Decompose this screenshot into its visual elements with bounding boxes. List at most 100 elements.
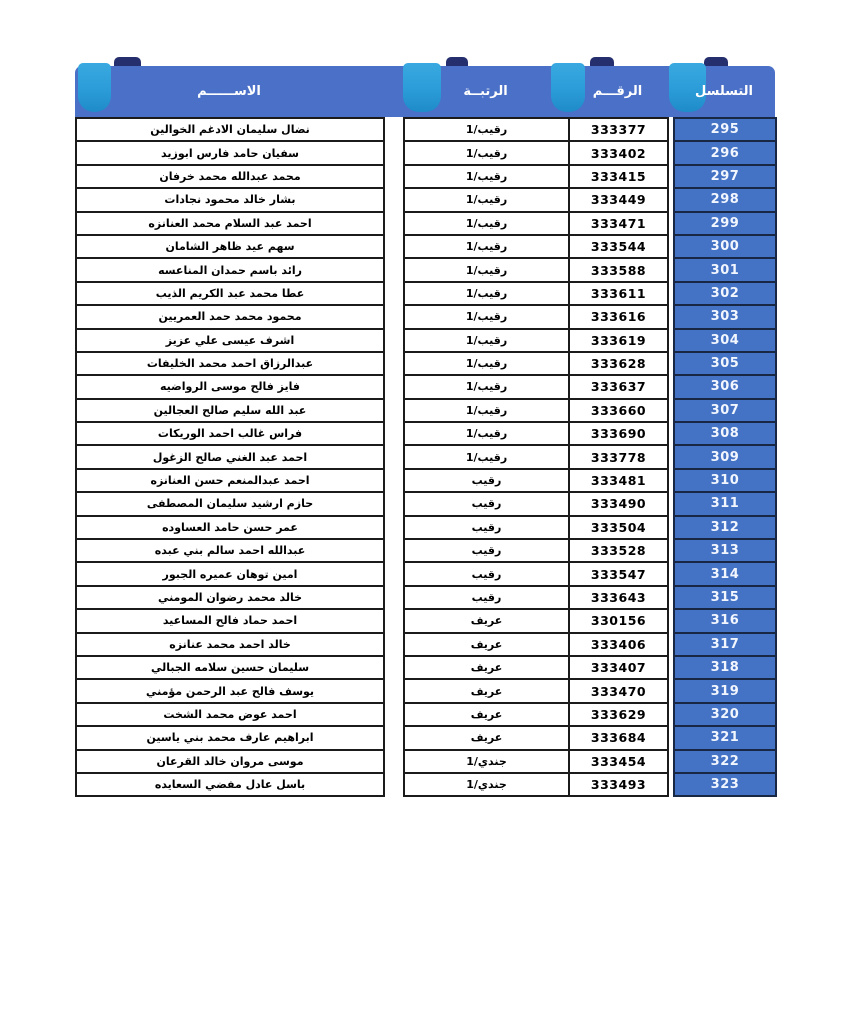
spacer-cell [384, 609, 404, 632]
name-cell: احمد حماد فالح المساعيد [75, 608, 385, 634]
serial-cell: 315 [673, 584, 777, 611]
rank-cell: رقيب [403, 561, 570, 587]
name-cell: عمر حسن حامد العساوده [75, 514, 385, 541]
name-cell: عبدالرزاق احمد محمد الخليفات [75, 350, 385, 377]
name-cell: ابراهيم عارف محمد بني ياسين [75, 725, 385, 751]
serial-cell: 317 [673, 631, 777, 658]
rank-cell: رقيب/1 [403, 421, 570, 447]
name-cell: اشرف عيسى علي عزيز [75, 327, 385, 353]
serial-cell: 320 [673, 701, 777, 728]
number-cell: 333547 [568, 561, 669, 587]
serial-cell: 297 [673, 163, 777, 190]
rank-cell: رقيب/1 [403, 374, 570, 400]
table-row: عبدالرزاق احمد محمد الخليفات رقيب/1 333628… [75, 350, 777, 377]
rank-cell: رقيب/1 [403, 163, 570, 190]
spacer-cell [384, 679, 404, 702]
name-cell: احمد عبد الغني صالح الزغول [75, 444, 385, 470]
name-cell: باسل عادل مفضي السعايده [75, 771, 385, 798]
rank-cell: رقيب [403, 467, 570, 494]
number-cell: 333528 [568, 538, 669, 564]
name-cell: بشار خالد محمود نجادات [75, 187, 385, 213]
number-cell: 333454 [568, 748, 669, 774]
column-header-rank: الرتبــة [463, 84, 508, 99]
serial-cell: 303 [673, 304, 777, 330]
number-cell: 333470 [568, 678, 669, 704]
serial-cell: 321 [673, 725, 777, 751]
table-row: عبدالله احمد سالم بني عبده رقيب 333528 313 [75, 538, 777, 564]
name-cell: رائد باسم حمدان المناعسه [75, 257, 385, 283]
serial-cell: 310 [673, 467, 777, 494]
header-tongue-ornament [403, 63, 441, 112]
number-cell: 333588 [568, 257, 669, 283]
table-row: موسى مروان خالد القرعان جندي/1 333454 322 [75, 748, 777, 774]
serial-cell: 318 [673, 654, 777, 681]
rank-cell: عريف [403, 608, 570, 634]
number-cell: 333690 [568, 421, 669, 447]
serial-cell: 298 [673, 187, 777, 213]
rank-cell: رقيب/1 [403, 327, 570, 353]
spacer-cell [384, 750, 404, 773]
rank-cell: رقيب [403, 491, 570, 517]
number-cell: 333493 [568, 771, 669, 798]
serial-cell: 306 [673, 374, 777, 400]
rank-cell: عريف [403, 631, 570, 658]
number-cell: 330156 [568, 608, 669, 634]
spacer-cell [384, 469, 404, 492]
rank-cell: رقيب/1 [403, 210, 570, 236]
serial-cell: 311 [673, 491, 777, 517]
number-cell: 333490 [568, 491, 669, 517]
table-row: فراس غالب احمد الوريكات رقيب/1 333690 308 [75, 421, 777, 447]
table-row: سليمان حسين سلامه الجبالي عريف 333407 318 [75, 654, 777, 681]
serial-cell: 302 [673, 280, 777, 307]
name-cell: احمد عبدالمنعم حسن العنانزه [75, 467, 385, 494]
number-cell: 333778 [568, 444, 669, 470]
spacer-cell [384, 539, 404, 562]
spacer-cell [384, 212, 404, 235]
table-row: امين توهان عميره الجبور رقيب 333547 314 [75, 561, 777, 587]
table-row: ابراهيم عارف محمد بني ياسين عريف 333684 321 [75, 725, 777, 751]
spacer-cell [384, 235, 404, 258]
number-cell: 333544 [568, 233, 669, 260]
name-cell: موسى مروان خالد القرعان [75, 748, 385, 774]
number-cell: 333471 [568, 210, 669, 236]
name-cell: محمود محمد حمد العمريين [75, 304, 385, 330]
rank-cell: رقيب/1 [403, 397, 570, 424]
roster-table: نضال سليمان الادغم الخوالين رقيب/1 333377 2… [75, 116, 777, 798]
spacer-cell [384, 633, 404, 656]
rank-cell: جندي/1 [403, 771, 570, 798]
rank-cell: رقيب/1 [403, 233, 570, 260]
table-row: خالد محمد رضوان المومني رقيب 333643 315 [75, 584, 777, 611]
table-row: احمد حماد فالح المساعيد عريف 330156 316 [75, 608, 777, 634]
name-cell: خالد احمد محمد عنانزه [75, 631, 385, 658]
name-cell: عبدالله احمد سالم بني عبده [75, 538, 385, 564]
table-row: احمد عوض محمد الشخت عريف 333629 320 [75, 701, 777, 728]
table-row: محمود محمد حمد العمريين رقيب/1 333616 303 [75, 304, 777, 330]
column-header-serial: التسلسل [695, 84, 754, 99]
rank-cell: رقيب/1 [403, 140, 570, 166]
spacer-cell [384, 492, 404, 515]
serial-cell: 308 [673, 421, 777, 447]
spacer-cell [384, 118, 404, 141]
table-row: احمد عبد الغني صالح الزغول رقيب/1 333778 30… [75, 444, 777, 470]
table-body: نضال سليمان الادغم الخوالين رقيب/1 333377 2… [75, 116, 777, 798]
serial-cell: 312 [673, 514, 777, 541]
rank-cell: رقيب [403, 538, 570, 564]
table-row: اشرف عيسى علي عزيز رقيب/1 333619 304 [75, 327, 777, 353]
spacer-cell [384, 352, 404, 375]
serial-cell: 316 [673, 608, 777, 634]
rank-cell: رقيب/1 [403, 304, 570, 330]
rank-cell: عريف [403, 701, 570, 728]
rank-cell: عريف [403, 725, 570, 751]
name-cell: امين توهان عميره الجبور [75, 561, 385, 587]
serial-cell: 304 [673, 327, 777, 353]
number-cell: 333402 [568, 140, 669, 166]
serial-cell: 299 [673, 210, 777, 236]
spacer-cell [384, 656, 404, 679]
number-cell: 333628 [568, 350, 669, 377]
number-cell: 333407 [568, 654, 669, 681]
spacer-cell [384, 258, 404, 281]
table-row: بشار خالد محمود نجادات رقيب/1 333449 298 [75, 187, 777, 213]
serial-cell: 305 [673, 350, 777, 377]
table-row: رائد باسم حمدان المناعسه رقيب/1 333588 301 [75, 257, 777, 283]
